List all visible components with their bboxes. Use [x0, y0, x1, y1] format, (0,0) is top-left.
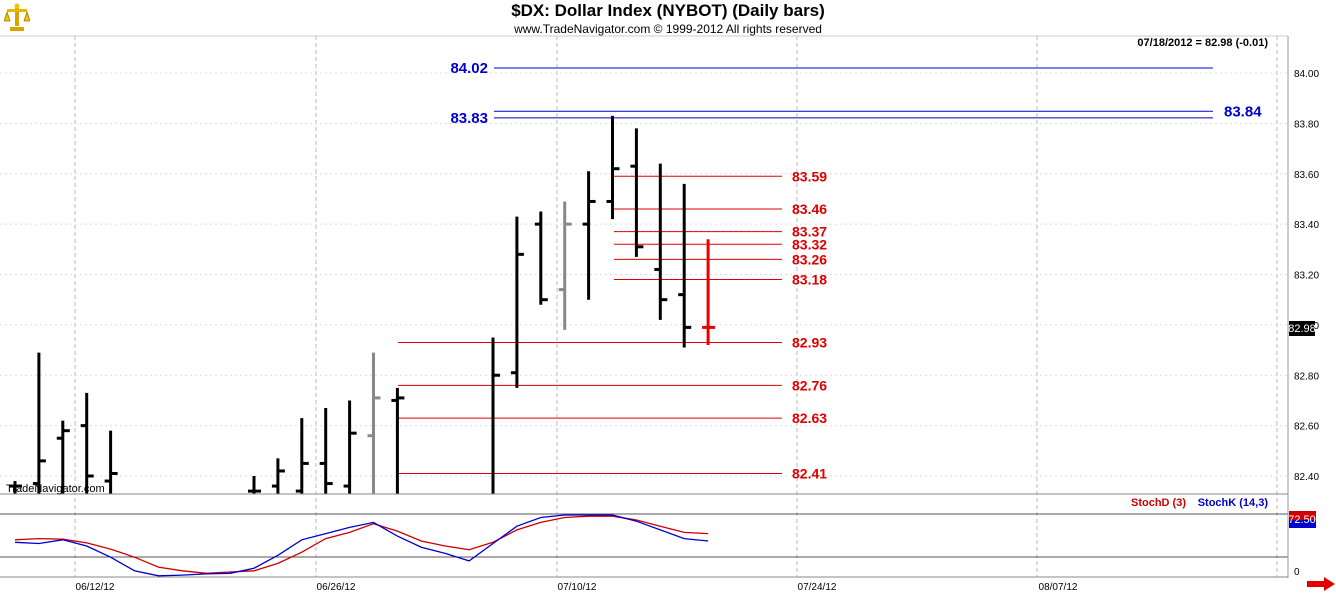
ohlc-bar	[295, 418, 309, 494]
level-label: 83.59	[792, 168, 827, 184]
level-label: 83.18	[792, 272, 827, 288]
ohlc-bar	[491, 337, 500, 494]
x-tick-label: 06/12/12	[76, 582, 115, 593]
ohlc-bar	[104, 430, 118, 494]
stochd-legend: StochD (3)	[1131, 497, 1186, 509]
y-tick-label: 82.40	[1294, 472, 1319, 483]
stoch-series-line	[14, 515, 709, 574]
ohlc-bar	[582, 171, 596, 300]
ohlc-bar	[9, 481, 22, 494]
ohlc-bar	[367, 352, 381, 494]
ohlc-bar	[32, 352, 46, 494]
stochk-legend: StochK (14,3)	[1198, 497, 1269, 509]
y-tick-label: 83.60	[1294, 170, 1319, 181]
ohlc-bar	[56, 420, 70, 494]
ohlc-bar	[343, 400, 357, 494]
ohlc-bar	[630, 128, 644, 257]
level-label: 82.41	[792, 465, 827, 481]
x-tick-label: 07/24/12	[798, 582, 837, 593]
trade-navigator-logo-icon	[3, 3, 31, 35]
y-tick-label: 83.80	[1294, 119, 1319, 130]
level-label: 84.02	[450, 60, 488, 77]
level-label: 83.37	[792, 224, 827, 240]
y-tick-label: 83.20	[1294, 271, 1319, 282]
level-label: 82.76	[792, 377, 827, 393]
ohlc-bar	[271, 458, 285, 494]
y-tick-label: 84.00	[1294, 69, 1319, 80]
ohlc-bar	[510, 216, 524, 388]
level-label: 83.32	[792, 236, 827, 252]
ohlc-bar	[702, 239, 716, 346]
ohlc-bar	[558, 201, 572, 330]
current-price-tag: 82.98	[1288, 323, 1316, 335]
stoch-last-value-tag: 72.50	[1288, 514, 1316, 526]
chart-subtitle: www.TradeNavigator.com © 1999-2012 All r…	[514, 22, 822, 36]
ohlc-bar	[80, 392, 94, 494]
y-tick-label: 83.40	[1294, 220, 1319, 231]
level-label: 83.83	[450, 110, 488, 127]
ohlc-bar	[654, 163, 668, 320]
level-label: 82.63	[792, 410, 827, 426]
level-label: 83.46	[792, 201, 827, 217]
level-label: 83.26	[792, 251, 827, 267]
stoch-series-line	[14, 514, 709, 577]
x-tick-label: 08/07/12	[1039, 582, 1078, 593]
x-tick-label: 07/10/12	[558, 582, 597, 593]
last-value-label: 07/18/2012 = 82.98 (-0.01)	[1137, 37, 1268, 49]
watermark-label: TradeNavigator.com	[6, 483, 105, 495]
chart-title: $DX: Dollar Index (NYBOT) (Daily bars)	[511, 1, 825, 20]
y-tick-label: 82.80	[1294, 371, 1319, 382]
level-label: 83.84	[1224, 103, 1262, 120]
stoch-zero-label: 0	[1294, 567, 1300, 578]
ohlc-bar	[534, 211, 548, 305]
level-label: 82.93	[792, 335, 827, 351]
ohlc-bar	[319, 407, 333, 494]
ohlc-bar	[606, 115, 620, 220]
x-tick-label: 06/26/12	[317, 582, 356, 593]
ohlc-bar	[248, 476, 261, 494]
scroll-right-arrow-icon[interactable]	[1306, 576, 1336, 592]
ohlc-bar	[391, 387, 405, 494]
ohlc-bar	[678, 183, 692, 348]
y-tick-label: 82.60	[1294, 422, 1319, 433]
